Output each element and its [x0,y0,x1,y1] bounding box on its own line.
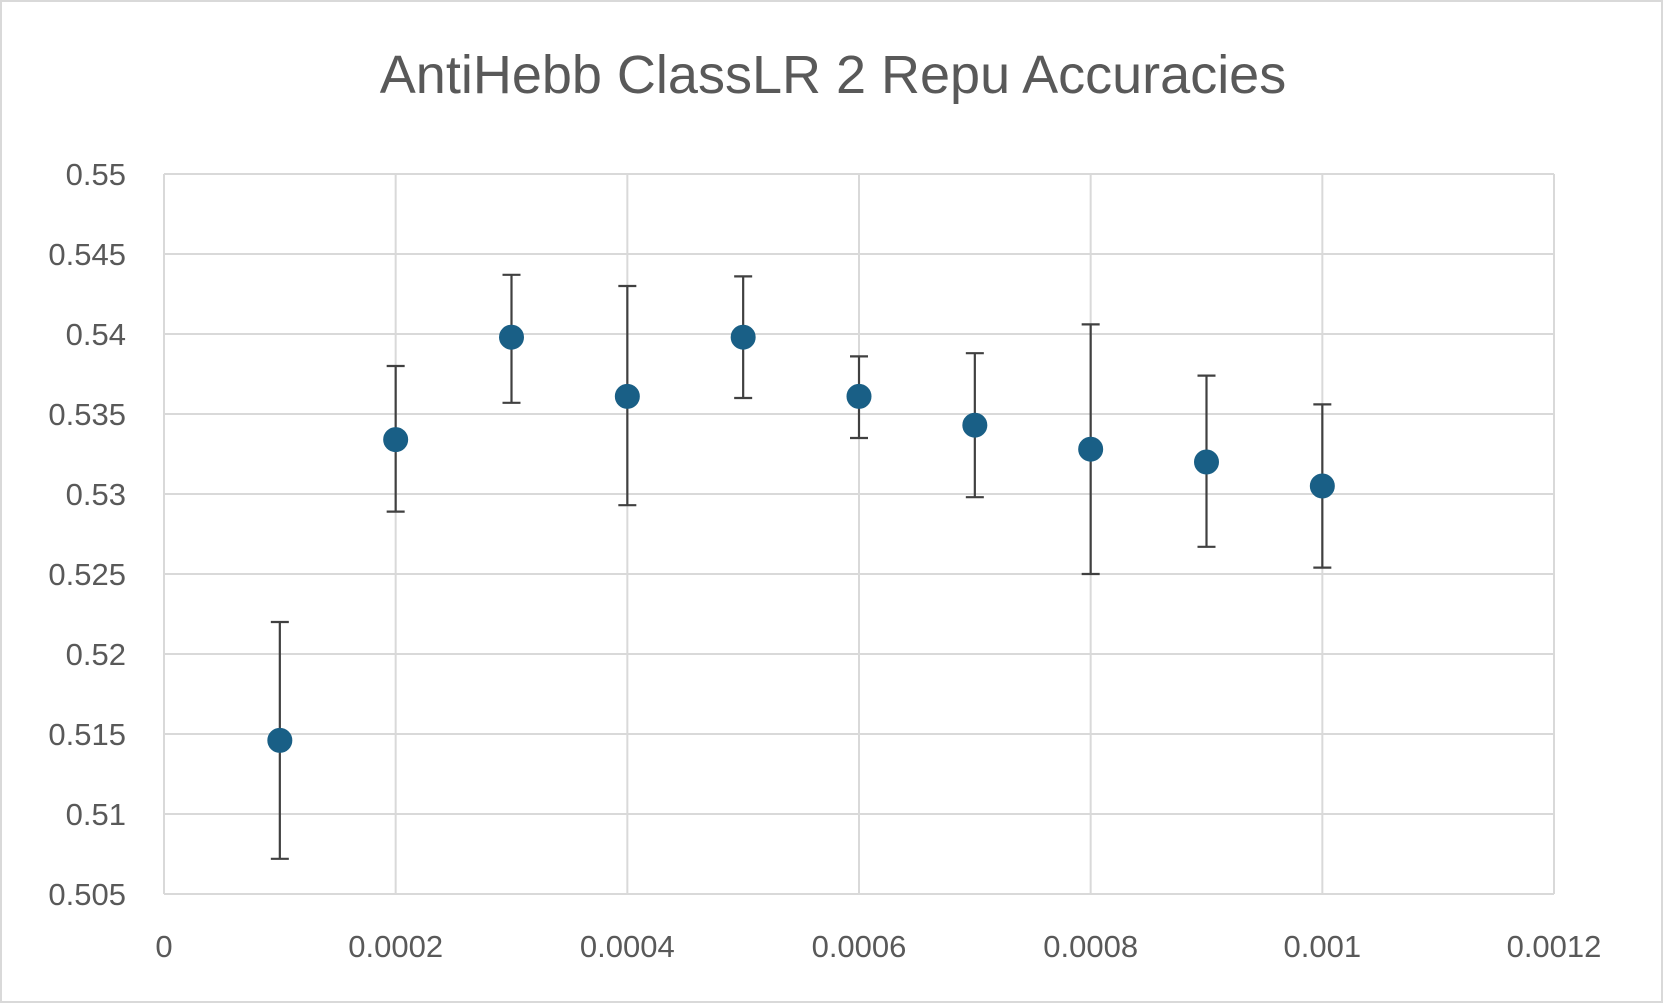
x-tick-label: 0.001 [1284,929,1362,964]
x-tick-label: 0 [155,929,172,964]
y-tick-label: 0.545 [48,237,126,272]
y-tick-label: 0.525 [48,557,126,592]
data-point [1194,449,1219,475]
y-tick-label: 0.52 [66,637,126,672]
data-point [383,427,409,453]
x-tick-label: 0.0006 [812,929,907,964]
y-tick-label: 0.51 [66,797,126,832]
data-point [1309,473,1335,499]
x-tick-label: 0.0008 [1043,929,1138,964]
y-tick-label: 0.55 [66,157,126,192]
data-point [1078,436,1104,462]
y-axis-tick-labels: 0.505 0.51 0.515 0.52 0.525 0.53 0.535 0.54 0.54… [48,157,126,912]
x-axis-tick-labels: 0 0.0002 0.0004 0.0006 0.0008 0.001 0.0012 [155,929,1601,964]
x-tick-label: 0.0002 [348,929,443,964]
x-tick-label: 0.0012 [1507,929,1602,964]
gridlines [163,173,1555,895]
data-points [267,324,1335,753]
y-tick-label: 0.53 [66,477,126,512]
chart-title: AntiHebb ClassLR 2 Repu Accuracies [380,45,1286,105]
data-point [499,324,524,350]
data-point [267,727,293,753]
y-tick-label: 0.54 [66,317,126,352]
x-tick-label: 0.0004 [580,929,675,964]
data-point [730,324,756,350]
y-tick-label: 0.515 [48,717,126,752]
data-point [846,383,872,409]
y-tick-label: 0.505 [48,877,126,912]
data-point [614,383,640,409]
error-bars [270,273,1332,860]
data-point [962,412,988,438]
y-tick-label: 0.535 [48,397,126,432]
